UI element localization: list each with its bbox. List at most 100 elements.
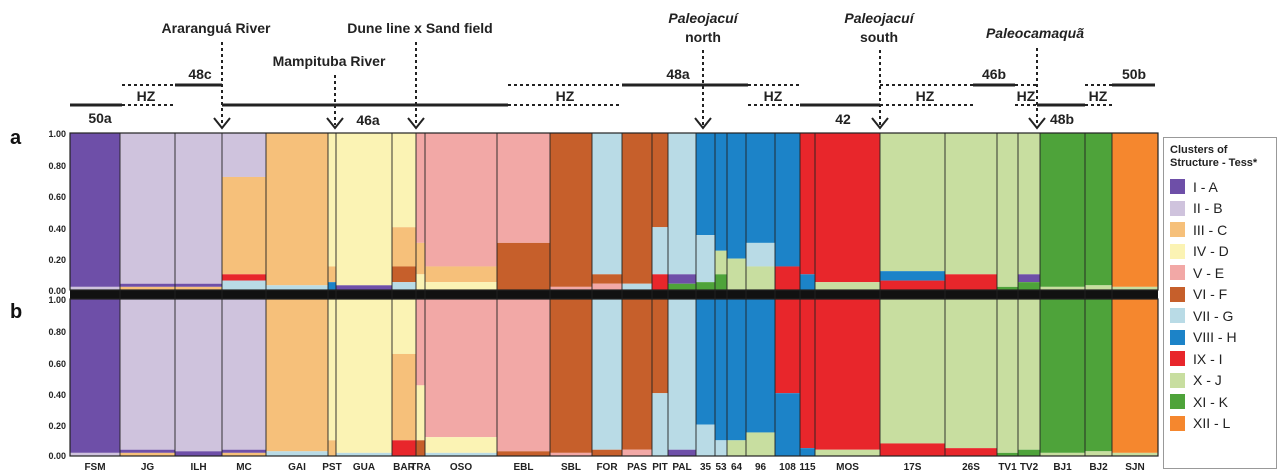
bar-segment-ilh [175,451,222,456]
legend-item: I - A [1170,176,1270,198]
panel-separator [70,290,1158,299]
bar-segment-96 [746,133,775,243]
y-axis-a: 1.00 0.80 0.60 0.40 0.20 0.00 [48,129,66,296]
arrow-down-icon [1028,117,1046,130]
population-label: GAI [288,462,306,473]
bar-segment-26s [945,274,997,290]
bar-segment-17s [880,271,945,281]
plot-panel-b [70,299,1158,456]
bar-segment-35 [696,282,715,290]
bar-segment-26s [945,299,997,449]
legend-swatch [1170,308,1185,324]
bar-segment-mc [222,274,266,281]
bar-segment-64 [727,299,746,441]
legend-item: XI - K [1170,391,1270,413]
bar-segment-bj2 [1085,133,1112,286]
bar-segment-mc [222,299,266,450]
bar-segment-108 [775,299,800,394]
legend-label: II - B [1193,200,1223,217]
population-label: PST [322,462,341,473]
legend-swatch [1170,265,1185,281]
bar-segment-for [592,274,622,284]
bar-segment-oso [425,452,497,456]
panel-letter-b: b [10,301,22,323]
bar-segment-115 [800,274,815,290]
bar-segment-gai [266,133,328,286]
bar-segment-gai [266,451,328,456]
segment-label-42: 42 [835,111,851,127]
legend-label: XII - L [1193,415,1231,432]
segment-label-50b: 50b [1122,66,1146,82]
bar-segment-fsm [70,452,120,456]
bar-segment-for [592,283,622,290]
bar-segment-oso [425,437,497,453]
bar-segment-bj1 [1040,299,1085,453]
bar-segment-ilh [175,299,222,452]
legend-item: IV - D [1170,241,1270,263]
bar-segment-tv2 [1018,299,1040,450]
legend-item: XII - L [1170,413,1270,435]
population-label: MC [236,462,252,473]
bar-segment-mc [222,176,266,275]
bar-segment-pas [622,449,652,456]
boundary-arrows [213,42,1046,130]
bar-segment-ebl [497,451,550,456]
bar-segment-pas [622,133,652,284]
segment-lines [70,83,1155,107]
segment-label-hz1: HZ [137,88,156,104]
ytick-b-040: 0.40 [48,390,66,400]
y-axis-b: 1.00 0.80 0.60 0.40 0.20 0.00 [48,295,66,461]
bar-segment-ebl [497,299,550,452]
bar-segment-tv2 [1018,282,1040,290]
ytick-a-020: 0.20 [48,255,66,265]
bar-segment-35 [696,424,715,456]
legend-item: VIII - H [1170,327,1270,349]
bar-segment-53 [715,274,727,290]
bar-segment-for [592,449,622,456]
bar-segment-108 [775,133,800,267]
population-label: 115 [799,462,816,473]
bar-segment-bj1 [1040,452,1085,456]
legend-title-line1: Clusters of [1170,144,1228,156]
population-label: JG [141,462,155,473]
bar-segment-sjn [1112,299,1158,453]
population-label: 96 [755,462,767,473]
bar-segment-jg [120,133,175,284]
bar-segment-sjn [1112,452,1158,456]
population-label: SJN [1125,462,1144,473]
bar-segment-fsm [70,286,120,290]
bar-segment-bj2 [1085,285,1112,290]
bar-segment-ilh [175,133,222,284]
bar-segment-53 [715,299,727,441]
bar-segment-pst [328,282,336,290]
legend-item: II - B [1170,198,1270,220]
bar-segment-pas [622,283,652,290]
legend-label: VI - F [1193,286,1228,303]
bar-segment-64 [727,258,746,290]
arrow-down-icon [694,117,712,130]
population-label: 35 [700,462,712,473]
ytick-b-060: 0.60 [48,359,66,369]
bar-segment-gua [336,285,392,290]
bar-segment-17s [880,280,945,290]
segment-label-48b: 48b [1050,111,1074,127]
bar-segment-bj2 [1085,299,1112,452]
legend-label: I - A [1193,178,1218,195]
ytick-a-000: 0.00 [48,286,66,296]
population-label: TV2 [1020,462,1039,473]
bar-segment-96 [746,242,775,267]
bar-segment-bar [392,282,416,290]
arrow-down-icon [871,117,889,130]
ytick-a-040: 0.40 [48,224,66,234]
bar-segment-pst [328,266,336,283]
legend-swatch [1170,179,1185,195]
bar-segment-pit [652,274,668,290]
population-label: TV1 [998,462,1017,473]
bar-segment-jg [120,283,175,287]
bar-segment-tv1 [997,452,1018,456]
bar-segment-mos [815,133,880,283]
region-label-dune-line: Dune line x Sand field [347,20,492,36]
bar-segment-pal [668,283,696,290]
bar-segment-96 [746,299,775,433]
bar-segment-53 [715,133,727,251]
